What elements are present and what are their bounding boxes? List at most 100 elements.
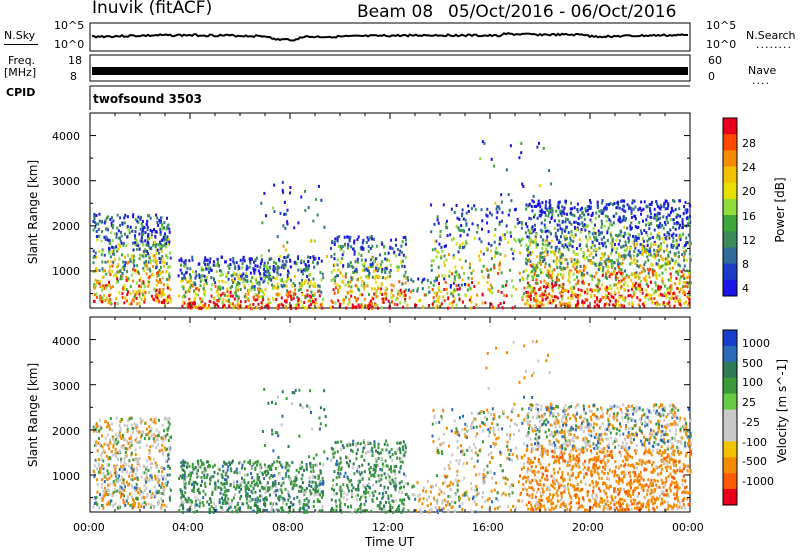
power-heat-cell [205, 279, 207, 283]
power-heat-cell [205, 281, 208, 285]
power-heat-cell [684, 200, 687, 204]
vel-heat-cell [162, 477, 165, 481]
power-heat-cell [301, 278, 304, 282]
power-heat-cell [252, 303, 255, 306]
power-heat-cell [638, 221, 641, 225]
vel-heat-cell [120, 460, 123, 464]
power-heat-cell [260, 258, 263, 262]
power-heat-cell [664, 223, 667, 227]
power-heat-cell [564, 234, 567, 238]
power-heat-cell [670, 295, 673, 299]
power-heat-cell [541, 238, 544, 242]
power-heat-cell [665, 218, 668, 222]
power-heat-cell [267, 281, 270, 285]
vel-heat-cell [109, 471, 112, 475]
power-heat-cell [259, 265, 262, 269]
power-heat-cell [531, 265, 534, 269]
vel-heat-cell [135, 488, 138, 492]
power-heat-cell [605, 262, 608, 266]
power-heat-cell [606, 215, 609, 219]
vel-heat-cell [104, 442, 107, 446]
power-heat-cell [214, 302, 217, 306]
power-heat-cell [435, 255, 438, 259]
power-heat-cell [616, 276, 619, 280]
vel-heat-cell [182, 506, 185, 509]
power-heat-cell [526, 259, 529, 263]
power-heat-cell [526, 299, 529, 303]
power-heat-cell [114, 301, 117, 305]
power-heat-cell [673, 304, 676, 308]
power-heat-cell [290, 284, 293, 288]
vel-heat-cell [265, 473, 268, 477]
power-heat-cell [539, 301, 542, 305]
power-heat-cell [654, 254, 657, 258]
power-heat-cell [258, 290, 261, 294]
power-heat-cell [455, 303, 458, 307]
power-heat-cell [536, 297, 539, 301]
power-heat-cell [544, 250, 546, 254]
power-heat-cell [347, 265, 350, 268]
power-heat-cell [678, 226, 681, 230]
power-heat-cell [266, 274, 269, 278]
vel-heat-cell [104, 420, 107, 424]
vel-heat-cell [326, 457, 329, 461]
power-heat-cell [502, 285, 505, 288]
power-heat-cell [679, 235, 682, 239]
power-heat-cell [367, 269, 370, 273]
power-heat-cell [650, 280, 652, 284]
power-heat-cell [246, 266, 249, 270]
vel-heat-cell [255, 482, 258, 486]
power-heat-cell [378, 275, 381, 279]
power-heat-cell [688, 275, 691, 279]
power-heat-cell [157, 273, 160, 277]
power-heat-cell [339, 245, 342, 248]
power-heat-cell [96, 281, 99, 285]
power-heat-cell [361, 241, 364, 245]
power-heat-cell [330, 246, 332, 250]
power-heat-cell [471, 281, 473, 285]
power-heat-cell [339, 302, 341, 306]
power-heat-cell [260, 301, 263, 305]
vel-heat-cell [134, 477, 136, 480]
power-heat-cell [574, 261, 576, 265]
vel-heat-cell [164, 477, 167, 481]
power-heat-cell [264, 275, 267, 279]
power-heat-cell [389, 263, 392, 267]
power-heat-cell [187, 302, 190, 306]
vel-heat-cell [126, 439, 129, 443]
power-heat-cell [489, 211, 491, 215]
power-heat-cell [503, 301, 505, 305]
power-heat-cell [180, 257, 183, 261]
vel-heat-cell [202, 462, 205, 466]
vel-heat-cell [150, 473, 153, 477]
power-heat-cell [124, 297, 127, 300]
vel-heat-cell [242, 502, 245, 506]
power-heat-cell [135, 247, 138, 251]
power-heat-cell [361, 279, 364, 283]
power-heat-cell [652, 242, 655, 246]
vel-heat-cell [108, 476, 111, 480]
power-heat-cell [648, 253, 651, 256]
power-heat-cell [121, 221, 124, 225]
power-heat-cell [142, 267, 145, 271]
power-heat-cell [657, 249, 660, 253]
power-heat-cell [600, 257, 603, 261]
power-heat-cell [581, 221, 584, 225]
power-heat-cell [244, 278, 247, 282]
power-heat-cell [617, 265, 620, 269]
vel-heat-cell [119, 429, 122, 433]
power-heat-cell [528, 203, 531, 207]
power-heat-cell [600, 225, 603, 229]
power-heat-cell [576, 258, 579, 262]
power-heat-cell [186, 280, 189, 284]
vel-heat-cell [303, 498, 306, 502]
power-heat-cell [267, 304, 270, 308]
power-heat-cell [561, 228, 564, 232]
vel-heat-cell [270, 474, 273, 477]
power-heat-cell [683, 276, 686, 280]
power-heat-cell [506, 230, 509, 234]
power-heat-cell [644, 274, 647, 278]
power-heat-cell [152, 243, 155, 247]
vel-heat-cell [243, 460, 246, 464]
power-heat-cell [641, 251, 644, 255]
